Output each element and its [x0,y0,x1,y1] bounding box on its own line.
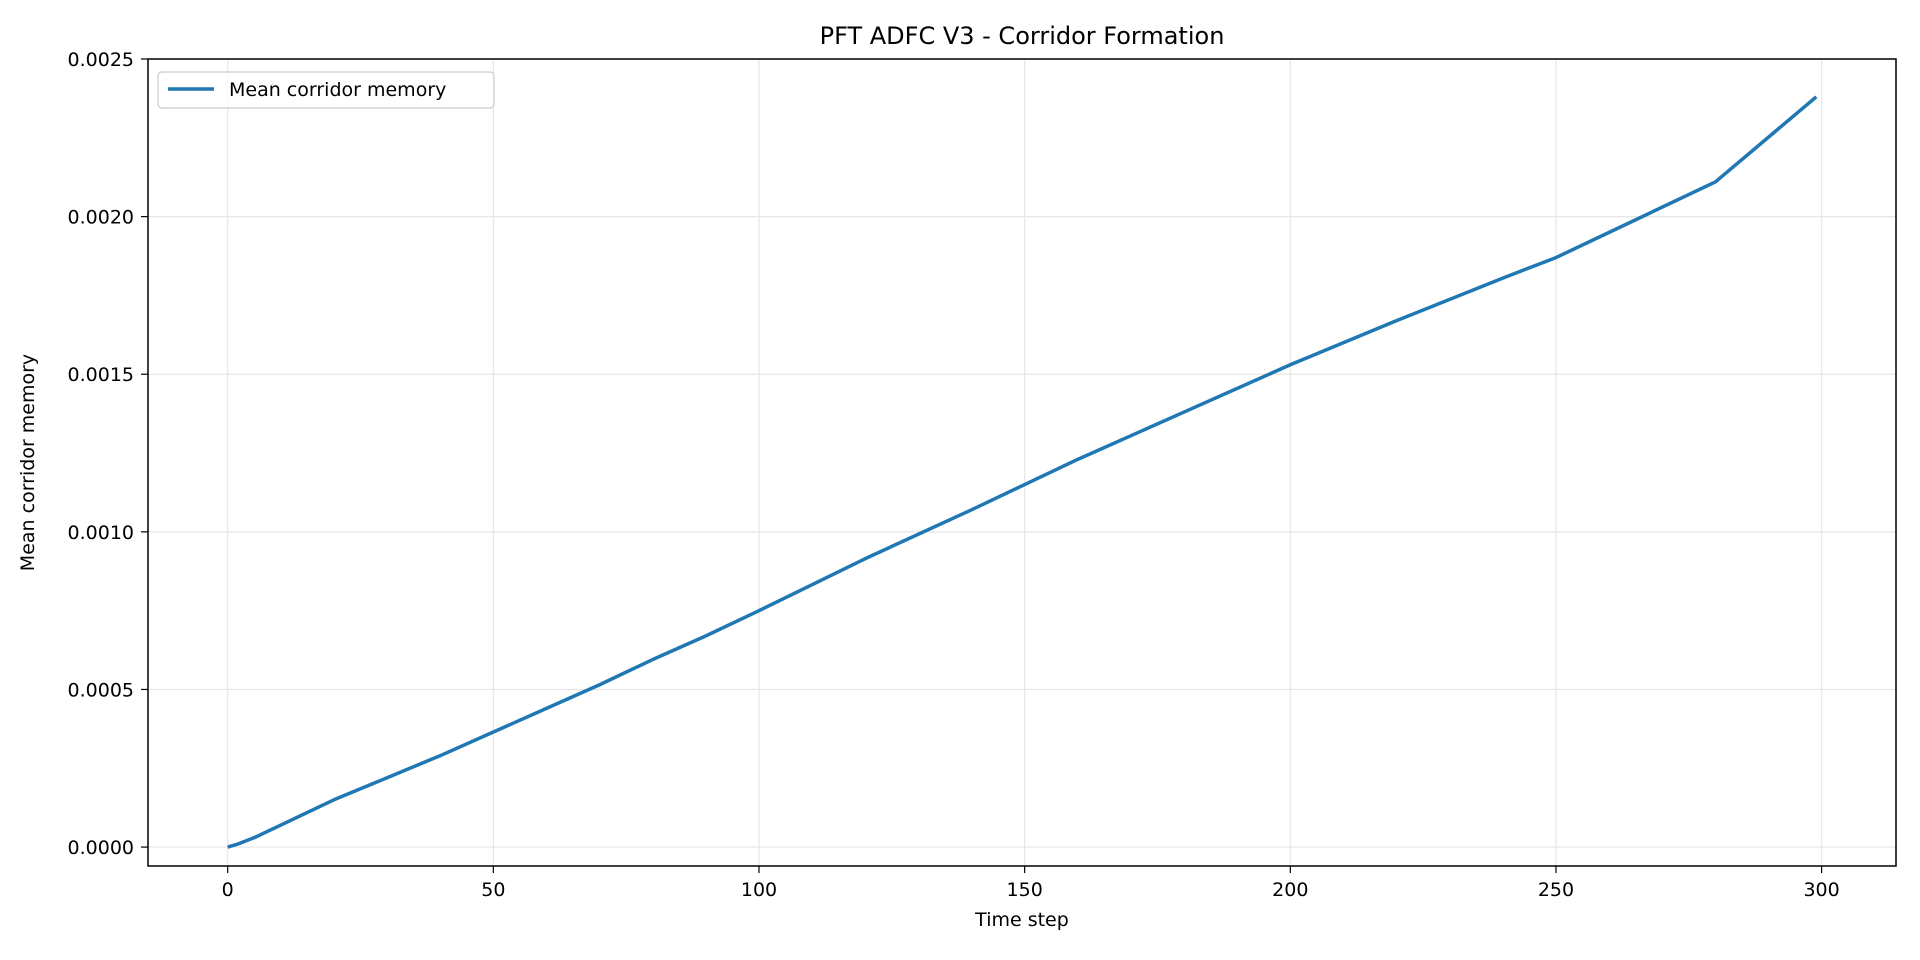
plot-frame [147,58,1897,867]
x-axis-label: Time step [974,909,1069,931]
legend-label: Mean corridor memory [229,79,446,101]
legend: Mean corridor memory [157,71,495,109]
x-tick-label: 50 [481,879,505,901]
ticks: 0 50 100 150 200 250 300 0.0000 0.0005 0.0010 0.00… [68,49,1840,901]
y-tick-label: 0.0010 [68,522,134,544]
chart-title: PFT ADFC V3 - Corridor Formation [820,22,1225,50]
x-tick-label: 100 [741,879,777,901]
series-line [227,95,1818,849]
series-layer [227,95,1818,849]
x-tick-label: 300 [1803,879,1839,901]
y-tick-label: 0.0020 [68,207,134,229]
x-tick-label: 200 [1272,879,1308,901]
legend-box [157,71,495,109]
x-tick-label: 0 [222,879,234,901]
y-tick-label: 0.0025 [68,49,134,71]
y-tick-label: 0.0005 [68,679,134,701]
y-tick-label: 0.0015 [68,364,134,386]
x-tick-label: 150 [1007,879,1043,901]
y-axis-label: Mean corridor memory [17,354,39,571]
x-tick-label: 250 [1538,879,1574,901]
y-tick-label: 0.0000 [68,837,134,859]
